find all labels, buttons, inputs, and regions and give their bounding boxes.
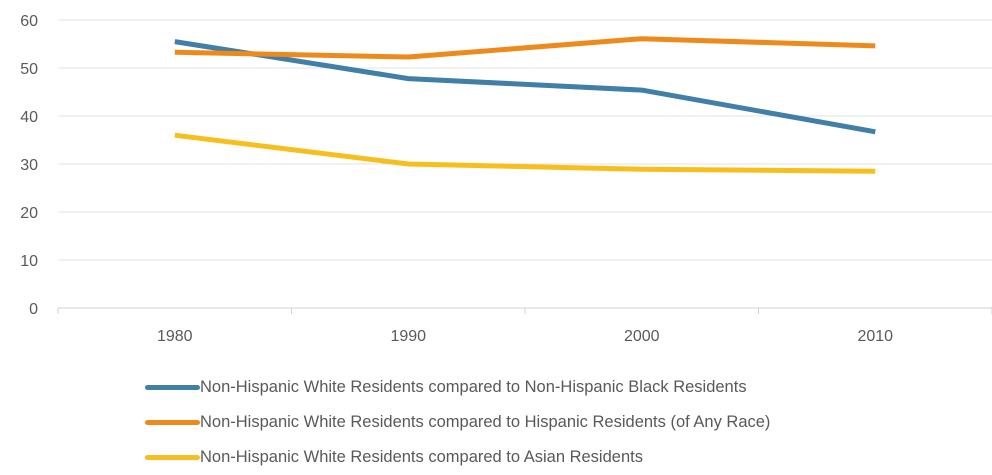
legend-label: Non-Hispanic White Residents compared to… [200, 448, 643, 467]
y-axis-tick-labels: 0 10 20 30 40 50 60 [20, 13, 38, 318]
y-tick-label: 30 [20, 157, 38, 174]
x-tick-label: 1980 [157, 328, 193, 345]
series-line-1 [175, 39, 876, 57]
legend-item-hispanic: Non-Hispanic White Residents compared to… [145, 405, 770, 440]
legend-label: Non-Hispanic White Residents compared to… [200, 378, 747, 397]
y-tick-label: 60 [20, 13, 38, 30]
x-axis-tick-labels: 1980 1990 2000 2010 [157, 328, 893, 345]
legend: Non-Hispanic White Residents compared to… [145, 370, 770, 475]
legend-swatch [145, 455, 200, 460]
y-tick-label: 10 [20, 253, 38, 270]
legend-label: Non-Hispanic White Residents compared to… [200, 413, 770, 432]
legend-swatch [145, 385, 200, 390]
x-tick-label: 2000 [624, 328, 660, 345]
legend-swatch [145, 420, 200, 425]
x-axis [58, 308, 992, 314]
y-tick-label: 0 [29, 301, 38, 318]
x-tick-label: 2010 [857, 328, 893, 345]
y-tick-label: 50 [20, 61, 38, 78]
legend-item-asian: Non-Hispanic White Residents compared to… [145, 440, 770, 475]
legend-item-black: Non-Hispanic White Residents compared to… [145, 370, 770, 405]
series-line-2 [175, 135, 876, 171]
series-lines [175, 39, 876, 172]
y-tick-label: 40 [20, 109, 38, 126]
x-tick-label: 1990 [390, 328, 426, 345]
y-tick-label: 20 [20, 205, 38, 222]
